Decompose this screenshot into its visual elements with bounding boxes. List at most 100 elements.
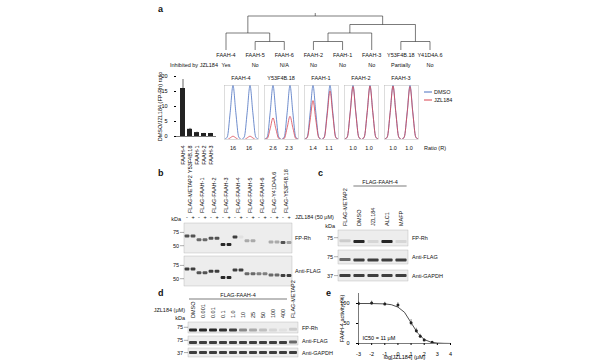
svg-text:16: 16: [246, 145, 252, 151]
svg-text:FAAH-3: FAAH-3: [362, 52, 381, 58]
svg-text:10: 10: [240, 312, 246, 318]
svg-text:JZL184: JZL184: [370, 208, 376, 226]
svg-text:3: 3: [436, 351, 439, 357]
svg-text:75: 75: [177, 337, 183, 343]
svg-text:75: 75: [173, 229, 179, 235]
svg-text:-: -: [234, 214, 236, 220]
svg-text:5: 5: [164, 118, 167, 124]
svg-text:c: c: [318, 168, 323, 178]
svg-text:-: -: [270, 214, 272, 220]
svg-text:37: 37: [177, 350, 183, 356]
svg-text:FLAG-Y53F4B.18: FLAG-Y53F4B.18: [283, 169, 289, 213]
svg-text:1.0: 1.0: [365, 145, 373, 151]
svg-text:+: +: [263, 214, 266, 220]
svg-text:-: -: [222, 214, 224, 220]
svg-text:FAAH-5: FAAH-5: [246, 52, 265, 58]
svg-text:FAAH-2: FAAH-2: [351, 75, 370, 81]
svg-text:JZL184 (μM): JZL184 (μM): [154, 307, 185, 313]
svg-text:FLAG-METAP2: FLAG-METAP2: [290, 280, 296, 318]
svg-text:e: e: [326, 288, 331, 298]
svg-text:+: +: [215, 214, 218, 220]
svg-text:FAAH-4: FAAH-4: [180, 146, 186, 165]
svg-text:Yes: Yes: [222, 62, 231, 68]
svg-text:1.1: 1.1: [325, 145, 333, 151]
svg-text:1.0: 1.0: [349, 145, 357, 151]
svg-text:25: 25: [250, 312, 256, 318]
svg-text:FLAG-FAAH-1: FLAG-FAAH-1: [199, 178, 205, 213]
svg-text:-: -: [198, 214, 200, 220]
svg-text:FAAH-4 activity (%): FAAH-4 activity (%): [339, 295, 345, 343]
svg-text:0: 0: [164, 133, 167, 139]
svg-text:No: No: [339, 62, 346, 68]
svg-text:1.0: 1.0: [230, 310, 236, 318]
svg-text:FAAH-4: FAAH-4: [216, 52, 235, 58]
svg-text:2.3: 2.3: [285, 145, 293, 151]
svg-text:ALC1: ALC1: [384, 212, 390, 226]
svg-text:1.4: 1.4: [309, 145, 317, 151]
svg-text:+: +: [251, 214, 254, 220]
svg-text:N/A: N/A: [280, 62, 290, 68]
svg-text:0: 0: [346, 340, 349, 346]
svg-text:log[JZL184] (μM): log[JZL184] (μM): [384, 354, 426, 360]
svg-text:FAAH-3: FAAH-3: [208, 146, 214, 165]
svg-text:b: b: [158, 168, 164, 178]
svg-text:4: 4: [449, 351, 452, 357]
svg-text:kDa: kDa: [325, 223, 336, 229]
svg-text:-: -: [210, 214, 212, 220]
svg-text:+: +: [287, 214, 290, 220]
svg-text:Ratio (R): Ratio (R): [424, 145, 446, 151]
svg-text:Y53F4B.18: Y53F4B.18: [267, 75, 295, 81]
svg-text:No: No: [426, 62, 433, 68]
svg-text:1.0: 1.0: [405, 145, 413, 151]
svg-text:FAAH-1: FAAH-1: [194, 146, 200, 165]
svg-text:0.001: 0.001: [200, 304, 206, 318]
svg-text:400: 400: [280, 309, 286, 318]
svg-text:FAAH-4: FAAH-4: [231, 75, 250, 81]
svg-text:+: +: [203, 214, 206, 220]
svg-text:-2: -2: [369, 351, 374, 357]
svg-text:0.01: 0.01: [210, 307, 216, 318]
svg-text:FAAH-3: FAAH-3: [391, 75, 410, 81]
svg-text:50: 50: [260, 312, 266, 318]
svg-text:FAAH-1: FAAH-1: [311, 75, 330, 81]
svg-text:FLAG-METAP2: FLAG-METAP2: [187, 175, 193, 213]
svg-text:FLAG-FAAH-3: FLAG-FAAH-3: [223, 178, 229, 213]
svg-text:FLAG-FAAH-6: FLAG-FAAH-6: [259, 178, 265, 213]
svg-text:-: -: [186, 214, 188, 220]
svg-text:kDa: kDa: [175, 315, 186, 321]
svg-text:Anti-FLAG: Anti-FLAG: [412, 254, 438, 260]
svg-text:FLAG-Y41D4A.6: FLAG-Y41D4A.6: [271, 172, 277, 213]
svg-text:Y53F4B.18: Y53F4B.18: [387, 52, 415, 58]
svg-text:a: a: [158, 4, 164, 14]
svg-text:Anti-GAPDH: Anti-GAPDH: [302, 350, 333, 356]
svg-text:16: 16: [230, 145, 236, 151]
svg-text:-: -: [282, 214, 284, 220]
svg-text:2.6: 2.6: [269, 145, 277, 151]
svg-text:No: No: [368, 62, 375, 68]
svg-text:DMSO: DMSO: [434, 89, 451, 95]
svg-text:FLAG-FAAH-2: FLAG-FAAH-2: [211, 178, 217, 213]
svg-text:FLAG-FAAH-4: FLAG-FAAH-4: [362, 179, 397, 185]
svg-text:FAAH-2: FAAH-2: [201, 146, 207, 165]
svg-text:FAAH-6: FAAH-6: [275, 52, 294, 58]
svg-text:0.1: 0.1: [220, 310, 226, 318]
svg-text:+: +: [275, 214, 278, 220]
svg-text:+: +: [227, 214, 230, 220]
svg-text:-: -: [246, 214, 248, 220]
svg-text:Anti-GAPDH: Anti-GAPDH: [412, 273, 443, 279]
svg-text:No: No: [310, 62, 317, 68]
svg-text:75: 75: [327, 235, 333, 241]
svg-text:50: 50: [173, 243, 179, 249]
svg-text:DMSO: DMSO: [356, 209, 362, 226]
svg-text:75: 75: [173, 262, 179, 268]
svg-text:kDa: kDa: [171, 216, 182, 222]
svg-text:37: 37: [327, 273, 333, 279]
svg-text:JZL184 (50 μM): JZL184 (50 μM): [295, 214, 334, 220]
svg-text:Anti-FLAG: Anti-FLAG: [302, 338, 328, 344]
svg-text:FLAG-FAAH-4: FLAG-FAAH-4: [220, 292, 255, 298]
svg-text:JZL184: JZL184: [434, 97, 452, 103]
svg-text:DMSO/JZL184 (FP-Rh) ratio: DMSO/JZL184 (FP-Rh) ratio: [157, 72, 163, 142]
svg-text:DMSO: DMSO: [190, 301, 196, 318]
svg-text:50: 50: [173, 276, 179, 282]
svg-text:-3: -3: [356, 351, 361, 357]
